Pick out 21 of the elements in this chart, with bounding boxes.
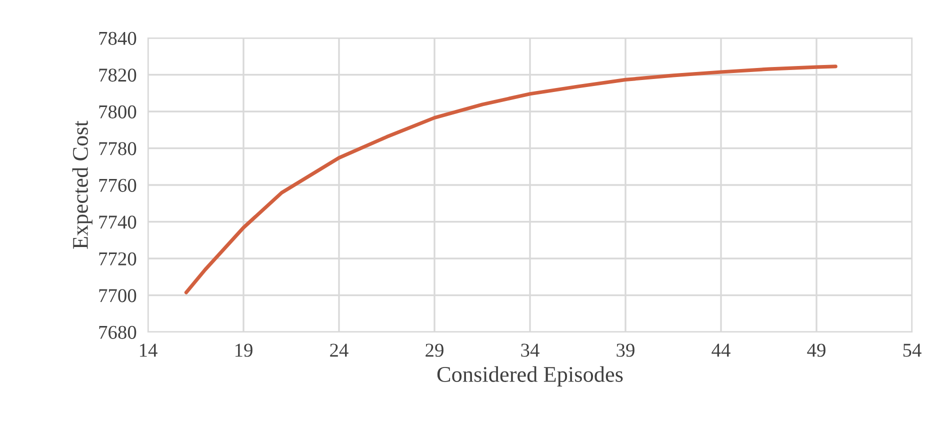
x-tick-label: 34 bbox=[521, 344, 540, 357]
x-tick-label: 44 bbox=[712, 344, 730, 357]
x-tick-label: 49 bbox=[807, 344, 826, 357]
x-tick-label: 29 bbox=[426, 344, 444, 357]
x-tick-label: 54 bbox=[903, 344, 922, 357]
y-tick-label: 7840 bbox=[99, 32, 136, 45]
y-tick-label: 7820 bbox=[99, 68, 136, 82]
y-tick-label: 7720 bbox=[99, 252, 136, 266]
x-tick-label: 14 bbox=[140, 344, 158, 357]
x-tick-label: 24 bbox=[330, 344, 348, 357]
y-tick-label: 7680 bbox=[99, 326, 136, 339]
y-axis-title: Expected Cost bbox=[72, 120, 92, 249]
y-tick-label: 7800 bbox=[99, 105, 136, 118]
x-tick-label: 19 bbox=[235, 344, 252, 357]
x-axis-title: Considered Episodes bbox=[437, 366, 623, 386]
y-tick-label: 7760 bbox=[99, 178, 136, 192]
line-series bbox=[184, 64, 838, 294]
y-tick-label: 7780 bbox=[99, 142, 136, 156]
y-tick-label: 7740 bbox=[99, 216, 136, 229]
y-tick-label: 7700 bbox=[99, 289, 136, 302]
x-tick-label: 39 bbox=[616, 344, 634, 357]
